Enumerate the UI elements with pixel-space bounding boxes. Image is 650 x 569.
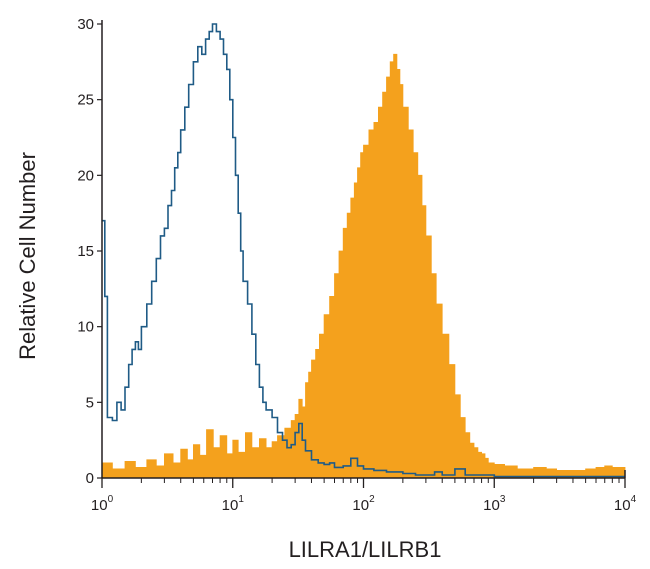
y-tick-label: 5 (86, 394, 94, 411)
y-ticks: 0 5 10 15 20 25 30 (77, 16, 102, 487)
y-tick-label: 30 (77, 16, 94, 33)
y-tick-label: 25 (77, 92, 94, 109)
y-tick-label: 10 (77, 319, 94, 336)
y-axis-title: Relative Cell Number (15, 152, 40, 360)
y-tick-label: 0 (86, 470, 94, 487)
x-tick-label: 103 (483, 494, 506, 514)
x-ticks: 100 101 102 103 104 (91, 478, 637, 514)
series-filled-histogram (101, 53, 626, 479)
x-tick-label: 101 (222, 494, 245, 514)
x-tick-label: 104 (614, 494, 637, 514)
x-tick-label: 100 (91, 494, 114, 514)
series-outline-histogram (102, 23, 625, 478)
x-tick-label: 102 (352, 494, 375, 514)
y-tick-label: 20 (77, 167, 94, 184)
y-tick-label: 15 (77, 243, 94, 260)
plot-series (101, 23, 626, 479)
x-axis-title: LILRA1/LILRB1 (289, 537, 442, 562)
